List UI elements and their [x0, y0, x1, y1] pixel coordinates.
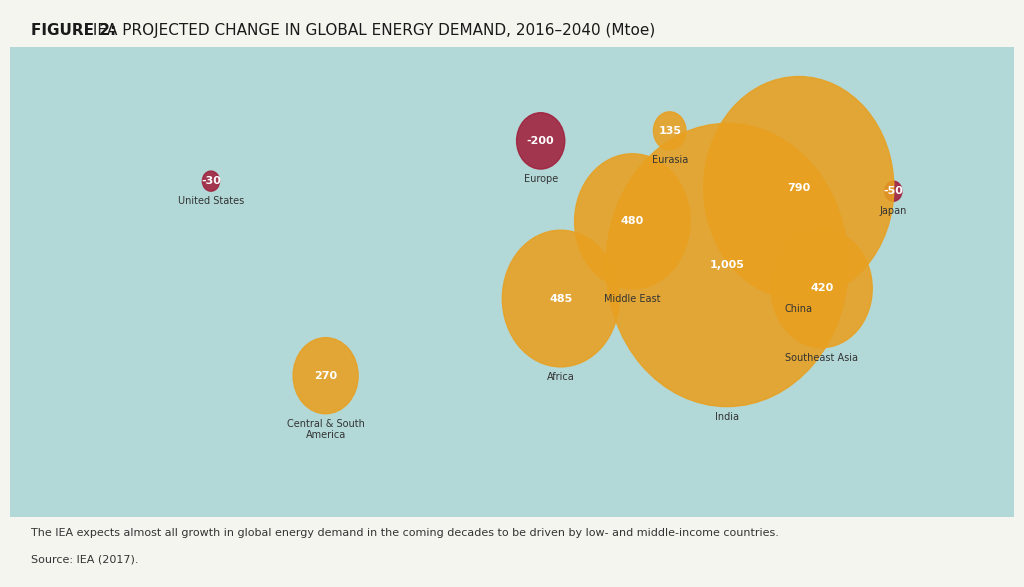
Text: 1,005: 1,005 — [710, 260, 744, 270]
Circle shape — [653, 112, 686, 150]
Circle shape — [885, 181, 902, 201]
Circle shape — [771, 230, 872, 348]
Text: United States: United States — [178, 196, 244, 206]
Text: Southeast Asia: Southeast Asia — [785, 353, 858, 363]
Text: The IEA expects almost all growth in global energy demand in the coming decades : The IEA expects almost all growth in glo… — [31, 528, 778, 538]
Circle shape — [293, 338, 358, 414]
Text: -50: -50 — [884, 186, 903, 196]
Circle shape — [703, 76, 894, 299]
Text: 270: 270 — [314, 370, 337, 381]
Text: China: China — [784, 304, 813, 314]
Text: Eurasia: Eurasia — [651, 155, 688, 165]
Text: Central & South
America: Central & South America — [287, 419, 365, 440]
Circle shape — [574, 154, 690, 289]
Text: 790: 790 — [787, 183, 810, 193]
Text: 420: 420 — [810, 284, 834, 294]
Text: -200: -200 — [527, 136, 554, 146]
Text: 485: 485 — [549, 294, 572, 303]
Circle shape — [606, 123, 848, 407]
Text: FIGURE 2:: FIGURE 2: — [31, 23, 116, 39]
Text: 135: 135 — [658, 126, 681, 136]
Circle shape — [203, 171, 219, 191]
Text: IEA PROJECTED CHANGE IN GLOBAL ENERGY DEMAND, 2016–2040 (Mtoe): IEA PROJECTED CHANGE IN GLOBAL ENERGY DE… — [88, 23, 655, 39]
Circle shape — [503, 230, 620, 367]
Text: -30: -30 — [201, 176, 221, 186]
Text: 480: 480 — [621, 217, 644, 227]
Text: Africa: Africa — [547, 372, 574, 382]
Text: Japan: Japan — [880, 206, 907, 216]
FancyBboxPatch shape — [10, 47, 1014, 517]
Text: India: India — [715, 411, 739, 421]
Circle shape — [516, 113, 565, 169]
Text: Source: IEA (2017).: Source: IEA (2017). — [31, 555, 138, 565]
Text: Middle East: Middle East — [604, 294, 660, 304]
Text: Europe: Europe — [523, 174, 558, 184]
